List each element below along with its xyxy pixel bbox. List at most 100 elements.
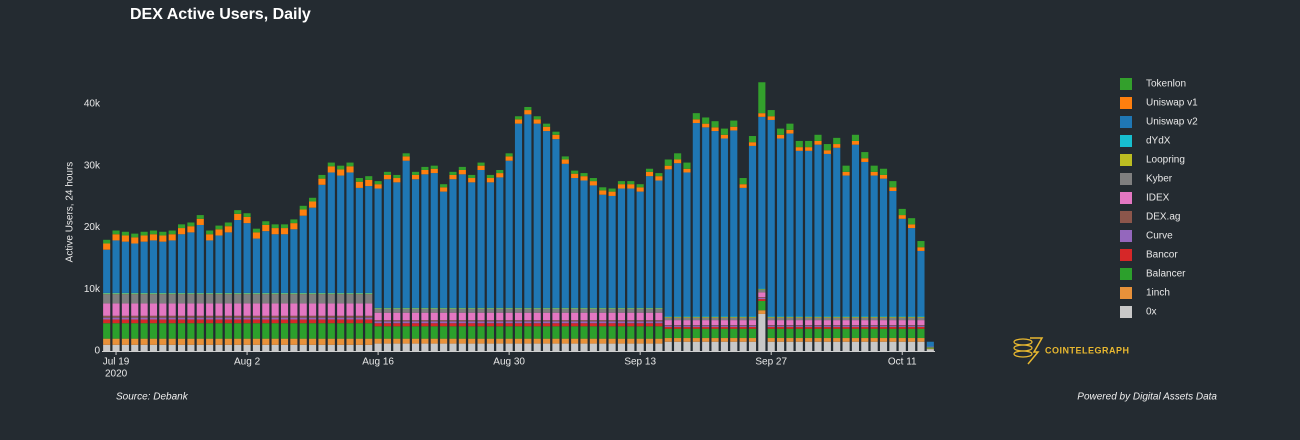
bar-segment bbox=[262, 344, 270, 351]
y-tick-label: 0 bbox=[94, 346, 100, 357]
bar-segment bbox=[720, 326, 728, 329]
bar-segment bbox=[795, 147, 803, 151]
bar-segment bbox=[720, 134, 728, 139]
bar-segment bbox=[196, 338, 204, 345]
bar-segment bbox=[561, 321, 569, 324]
bar-segment bbox=[851, 338, 860, 342]
bar-segment bbox=[664, 325, 672, 326]
bar-segment bbox=[196, 293, 204, 295]
bar-segment bbox=[720, 320, 728, 326]
bar-segment bbox=[739, 341, 747, 351]
bar-segment bbox=[496, 338, 504, 344]
bar-segment bbox=[664, 326, 672, 329]
legend-label: 0x bbox=[1146, 307, 1157, 318]
bar-segment bbox=[468, 307, 476, 309]
bar-segment bbox=[552, 343, 560, 351]
bar-segment bbox=[748, 142, 757, 146]
bar-segment bbox=[823, 338, 831, 342]
bar-segment bbox=[365, 179, 373, 187]
bar-segment bbox=[739, 317, 747, 318]
bar-segment bbox=[187, 317, 195, 320]
bar-segment bbox=[524, 110, 532, 115]
bar-segment bbox=[224, 319, 232, 324]
bar-segment bbox=[851, 328, 860, 339]
bar-segment bbox=[224, 292, 232, 294]
bar-segment bbox=[627, 343, 635, 351]
bar-segment bbox=[851, 144, 860, 317]
bar-segment bbox=[486, 174, 494, 179]
bar-segment bbox=[842, 317, 850, 318]
bar-segment bbox=[561, 307, 569, 309]
bar-segment bbox=[617, 188, 626, 308]
bar-segment bbox=[337, 293, 345, 295]
bar-segment bbox=[411, 326, 420, 339]
bar-segment bbox=[177, 293, 186, 295]
bar-segment bbox=[486, 308, 494, 309]
bar-segment bbox=[383, 171, 392, 175]
bar-segment bbox=[833, 317, 841, 321]
bar-segment bbox=[711, 121, 719, 128]
bar-segment bbox=[861, 158, 869, 162]
bar-segment bbox=[898, 328, 906, 339]
bar-segment bbox=[805, 341, 813, 351]
bar-segment bbox=[842, 320, 850, 326]
bar-segment bbox=[234, 338, 242, 345]
bar-segment bbox=[440, 191, 448, 308]
bar-segment bbox=[383, 312, 392, 321]
bar-segment bbox=[786, 328, 794, 339]
bar-segment bbox=[206, 293, 214, 295]
bar-segment bbox=[889, 320, 897, 326]
bar-segment bbox=[908, 325, 916, 326]
bar-segment bbox=[889, 328, 897, 339]
bar-segment bbox=[748, 145, 757, 317]
bar-segment bbox=[103, 315, 111, 318]
bar-segment bbox=[290, 229, 298, 293]
bar-segment bbox=[299, 338, 307, 345]
bar-segment bbox=[103, 303, 111, 316]
bar-segment bbox=[823, 316, 831, 318]
bar-segment bbox=[795, 326, 803, 329]
bar-segment bbox=[262, 319, 270, 324]
bar-segment bbox=[926, 349, 934, 351]
bar-segment bbox=[627, 321, 635, 324]
bar-segment bbox=[355, 187, 363, 293]
bar-segment bbox=[252, 315, 260, 318]
bar-segment bbox=[571, 307, 579, 309]
bar-segment bbox=[337, 344, 345, 351]
bar-segment bbox=[337, 315, 345, 318]
bar-segment bbox=[655, 338, 663, 344]
bar-segment bbox=[683, 317, 691, 321]
bar-segment bbox=[383, 308, 392, 309]
bar-segment bbox=[720, 338, 728, 342]
bar-segment bbox=[861, 341, 869, 351]
bar-segment bbox=[271, 224, 279, 229]
bar-segment bbox=[589, 181, 597, 186]
bar-segment bbox=[121, 293, 129, 295]
bar-segment bbox=[112, 317, 120, 320]
bar-segment bbox=[692, 119, 700, 124]
bar-segment bbox=[458, 321, 466, 324]
bar-segment bbox=[589, 185, 597, 308]
bar-segment bbox=[655, 180, 663, 308]
bar-segment bbox=[187, 294, 195, 304]
bar-segment bbox=[402, 323, 410, 327]
bar-segment bbox=[711, 325, 719, 326]
bar-segment bbox=[730, 317, 738, 321]
legend-swatch bbox=[1120, 268, 1132, 280]
bar-segment bbox=[739, 187, 747, 317]
bar-segment bbox=[168, 323, 176, 339]
bar-segment bbox=[833, 320, 841, 326]
bar-segment bbox=[103, 294, 111, 304]
bar-segment bbox=[533, 312, 541, 321]
bar-segment bbox=[702, 341, 710, 351]
bar-segment bbox=[589, 321, 597, 324]
bar-segment bbox=[168, 294, 176, 304]
bar-segment bbox=[561, 159, 569, 164]
bar-segment bbox=[543, 126, 551, 132]
bar-segment bbox=[131, 233, 139, 238]
bar-segment bbox=[280, 234, 289, 293]
bar-segment bbox=[898, 208, 906, 216]
bar-segment bbox=[177, 234, 186, 293]
bar-segment bbox=[645, 176, 654, 308]
